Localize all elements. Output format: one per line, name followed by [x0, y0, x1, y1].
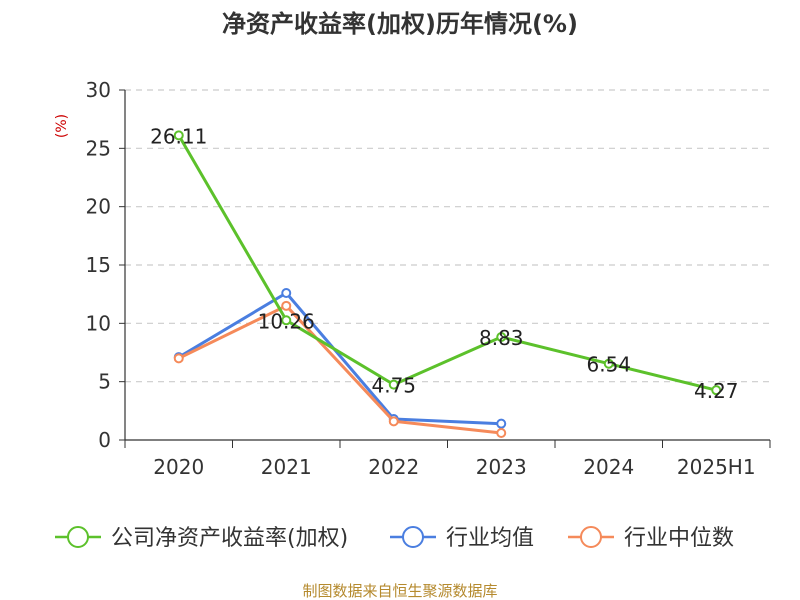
series-group: 26.11 10.26 4.75 8.83 6.54 4.27: [150, 124, 739, 438]
legend-label: 行业均值: [446, 526, 534, 551]
y-tick-label: 0: [98, 428, 111, 452]
legend-label: 行业中位数: [624, 526, 734, 551]
x-tick-label: 2024: [583, 455, 634, 479]
series-line: [178, 304, 502, 435]
legend-marker: [67, 526, 89, 548]
data-label: 10.26: [258, 309, 315, 333]
data-point: [388, 416, 399, 427]
data-label: 6.54: [586, 353, 631, 377]
data-point: [281, 300, 292, 311]
x-tick-label: 2021: [261, 455, 312, 479]
chart-title: 净资产收益率(加权)历年情况(%): [222, 10, 578, 38]
y-tick-label: 5: [98, 370, 111, 394]
data-point: [496, 331, 507, 342]
source-note: 制图数据来自恒生聚源数据库: [302, 582, 497, 600]
x-tick-label: 2022: [368, 455, 419, 479]
y-tick-label: 20: [86, 195, 111, 219]
data-point: [281, 288, 292, 298]
data-point: [173, 130, 184, 141]
legend: 公司净资产收益率(加权) 行业均值 行业中位数: [55, 526, 734, 551]
grid-lines: [125, 89, 770, 383]
data-label: 26.11: [150, 124, 207, 148]
data-point: [496, 428, 507, 438]
data-point: [173, 353, 184, 364]
legend-marker: [402, 526, 424, 548]
y-tick-label: 15: [86, 253, 111, 277]
x-tick-label: 2023: [476, 455, 527, 479]
data-label: 4.27: [694, 379, 739, 403]
data-point: [496, 418, 507, 429]
data-label: 4.75: [371, 374, 416, 398]
data-point: [603, 358, 614, 369]
series-line: [177, 134, 717, 392]
legend-label: 公司净资产收益率(加权): [111, 526, 348, 551]
data-point: [388, 379, 399, 390]
data-point: [711, 385, 722, 396]
y-tick-label: 30: [86, 78, 111, 102]
y-tick-label: 10: [86, 311, 111, 335]
legend-marker: [580, 526, 602, 548]
x-tick-label: 2020: [153, 455, 204, 479]
y-tick-label: 25: [86, 136, 111, 160]
axes: 0 5 10 15 20 25 30 2020 2021 2022 2023 2024 2025H1: [86, 78, 771, 479]
x-tick-label: 2025H1: [677, 455, 756, 479]
y-axis-unit: (%): [54, 114, 70, 138]
data-point: [281, 315, 292, 326]
series-line: [178, 291, 502, 426]
data-label: 8.83: [479, 326, 524, 350]
